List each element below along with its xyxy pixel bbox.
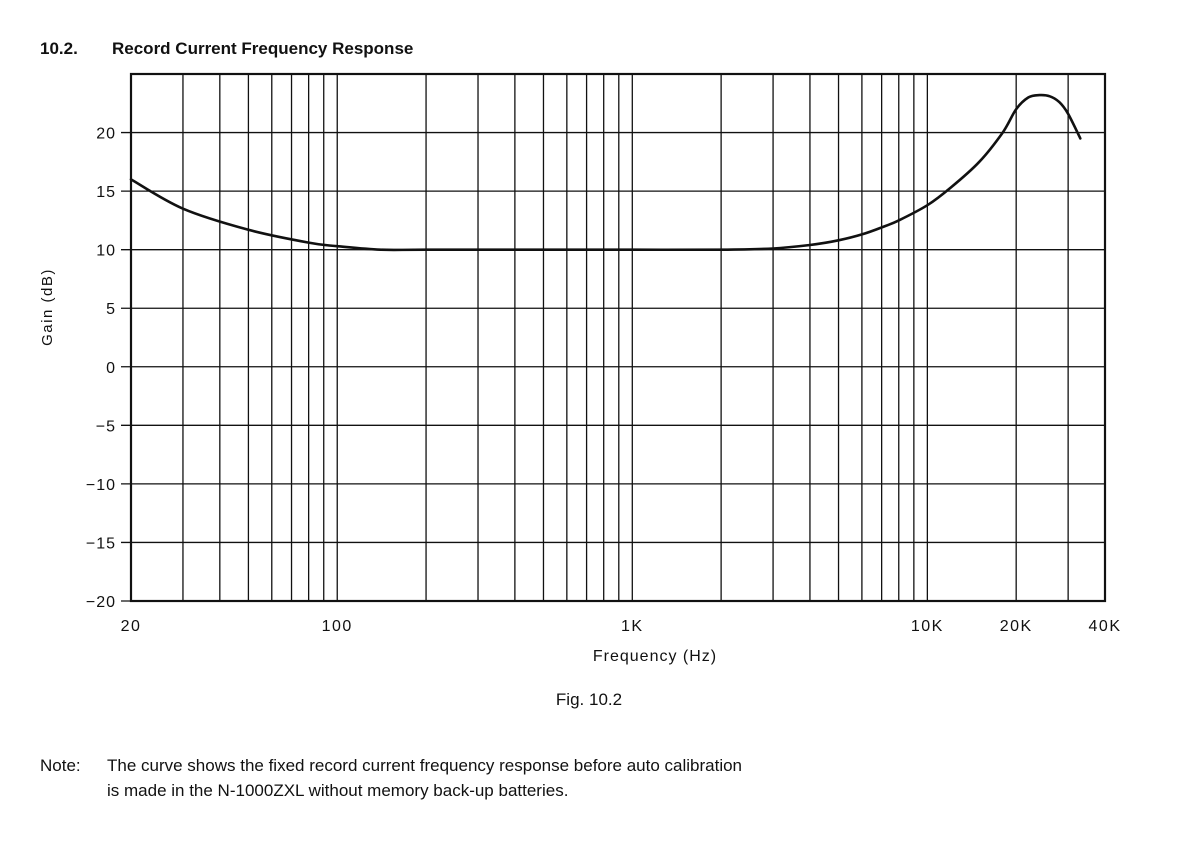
- y-tick-label: 0: [106, 360, 116, 377]
- series-line: [129, 93, 1082, 252]
- series-layer: [129, 93, 1082, 252]
- vertical-gridlines: [182, 74, 1069, 601]
- y-tick-label: 20: [96, 126, 116, 143]
- x-tick-label: 1K: [621, 618, 644, 635]
- note-line-1: The curve shows the fixed record current…: [107, 756, 743, 775]
- frequency-response-chart: 20 15 10 5 0 −5 −10 −15 −20 20 100 1K 10K 20K 40K Gai…: [39, 72, 1122, 665]
- x-tick-label: 20K: [1000, 618, 1033, 635]
- x-tick-label: 100: [322, 618, 353, 635]
- note-line-2: is made in the N-1000ZXL without memory …: [107, 781, 569, 800]
- section-title: 10.2. Record Current Frequency Response: [40, 39, 413, 59]
- y-tick-label: 10: [96, 243, 116, 260]
- x-tick-labels: 20 100 1K 10K 20K 40K: [121, 618, 1122, 635]
- y-tick-label: −20: [86, 594, 116, 611]
- figure-caption: Fig. 10.2: [555, 690, 623, 709]
- y-axis-label: Gain (dB): [39, 268, 56, 346]
- y-tick-label: 15: [96, 184, 116, 201]
- y-tick-labels: 20 15 10 5 0 −5 −10 −15 −20: [86, 126, 116, 611]
- y-tick-label: −15: [86, 535, 116, 552]
- x-tick-label: 10K: [911, 618, 944, 635]
- x-tick-label: 40K: [1089, 618, 1122, 635]
- note: Note: The curve shows the fixed record cu…: [40, 753, 742, 803]
- section-number: 10.2.: [40, 39, 78, 58]
- section-title-text: Record Current Frequency Response: [112, 39, 414, 58]
- y-tick-label: −5: [96, 418, 116, 435]
- x-axis-label: Frequency (Hz): [593, 648, 717, 665]
- y-tick-label: 5: [106, 301, 116, 318]
- plot-frame: [129, 72, 1107, 603]
- x-tick-label: 20: [121, 618, 142, 635]
- horizontal-gridlines: [121, 131, 1105, 602]
- y-tick-label: −10: [86, 477, 116, 494]
- note-label: Note:: [40, 756, 81, 775]
